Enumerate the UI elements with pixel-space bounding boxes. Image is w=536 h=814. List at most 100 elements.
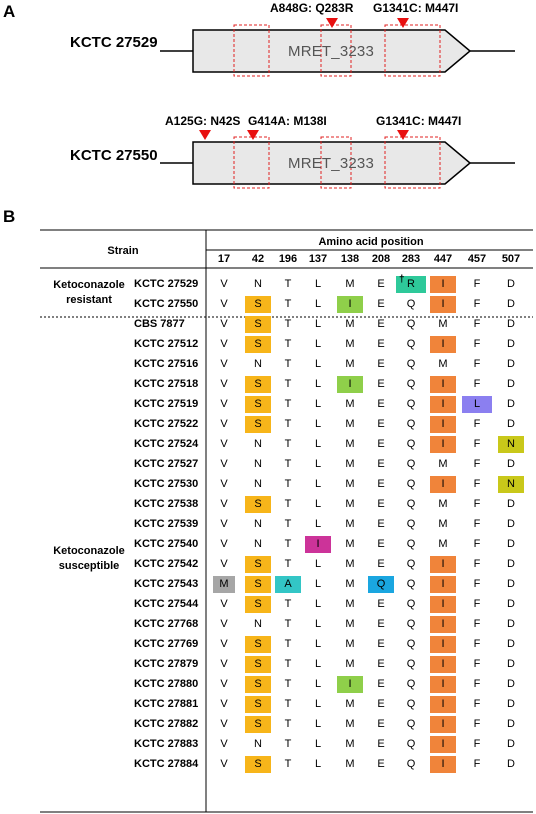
header-strain: Strain	[107, 245, 139, 257]
residue-cell: D	[507, 538, 515, 550]
residue-cell: D	[507, 458, 515, 470]
residue-cell: V	[220, 558, 228, 570]
strain-name: KCTC 27544	[134, 598, 199, 610]
residue-highlight	[245, 756, 271, 773]
group-label-resistant: Ketoconazole resistant	[53, 279, 125, 306]
residue-cell: L	[314, 498, 322, 510]
residue-cell: I	[348, 678, 352, 690]
residue-cell: Q	[376, 578, 386, 590]
header-amino-acid-position: Amino acid position	[318, 236, 424, 248]
residue-highlight	[245, 496, 271, 513]
residue-cell: F	[473, 598, 481, 610]
residue-cell: D	[507, 658, 515, 670]
strain-name: KCTC 27512	[134, 338, 199, 350]
residue-cell: V	[220, 698, 228, 710]
strain-name: KCTC 27550	[134, 298, 199, 310]
residue-cell: V	[220, 478, 228, 490]
residue-cell: E	[377, 358, 385, 370]
residue-cell: V	[220, 678, 228, 690]
panel-a-label: A	[3, 2, 16, 21]
dagger-mark: †	[399, 274, 405, 285]
residue-cell: I	[441, 618, 445, 630]
gene1-name: MRET_3233	[288, 43, 375, 60]
position-header: 42	[251, 253, 265, 265]
residue-highlight	[305, 536, 331, 553]
residue-cell: D	[507, 518, 515, 530]
strain-name: KCTC 27768	[134, 618, 199, 630]
residue-cell: L	[314, 298, 322, 310]
strain-name: KCTC 27524	[134, 438, 199, 450]
residue-cell: T	[284, 398, 292, 410]
residue-cell: D	[507, 578, 515, 590]
residue-cell: L	[314, 718, 322, 730]
residue-cell: Q	[406, 558, 416, 570]
strain-name: KCTC 27884	[134, 758, 199, 770]
residue-cell: S	[254, 638, 262, 650]
strain-name: KCTC 27527	[134, 458, 199, 470]
residue-cell: F	[473, 298, 481, 310]
residue-cell: V	[220, 538, 228, 550]
residue-cell: T	[284, 698, 292, 710]
gene1-strain-label: KCTC 27529	[70, 34, 158, 51]
strain-name: KCTC 27769	[134, 638, 199, 650]
residue-cell: I	[441, 738, 445, 750]
residue-highlight	[430, 696, 456, 713]
residue-cell: V	[220, 458, 228, 470]
residue-highlight	[245, 596, 271, 613]
residue-cell: T	[284, 718, 292, 730]
residue-cell: E	[377, 498, 385, 510]
residue-cell: M	[438, 318, 448, 330]
residue-cell: D	[507, 598, 515, 610]
residue-cell: F	[473, 358, 481, 370]
residue-cell: D	[507, 298, 515, 310]
residue-cell: L	[314, 518, 322, 530]
residue-highlight	[245, 556, 271, 573]
residue-cell: F	[473, 738, 481, 750]
residue-highlight	[245, 396, 271, 413]
residue-cell: Q	[406, 318, 416, 330]
residue-cell: E	[377, 418, 385, 430]
residue-cell: S	[254, 498, 262, 510]
gene1-mutation-2: G1341C: M447I	[373, 1, 459, 15]
residue-cell: V	[220, 378, 228, 390]
residue-cell: Q	[406, 598, 416, 610]
gene2-mutation-3: G1341C: M447I	[376, 114, 462, 128]
residue-highlight	[245, 656, 271, 673]
strain-name: KCTC 27522	[134, 418, 199, 430]
residue-cell: F	[473, 438, 481, 450]
residue-highlight	[245, 416, 271, 433]
residue-cell: F	[473, 718, 481, 730]
residue-cell: T	[284, 358, 292, 370]
position-header: 507	[501, 253, 521, 265]
residue-cell: N	[254, 538, 262, 550]
residue-highlight	[462, 396, 492, 413]
residue-cell: F	[473, 518, 481, 530]
residue-cell: M	[345, 478, 355, 490]
residue-cell: E	[377, 278, 385, 290]
residue-cell: F	[473, 338, 481, 350]
gene2-strain-label: KCTC 27550	[70, 147, 158, 164]
residue-highlight	[430, 396, 456, 413]
residue-cell: D	[507, 758, 515, 770]
residue-highlight	[245, 576, 271, 593]
residue-cell: M	[345, 518, 355, 530]
residue-cell: I	[441, 578, 445, 590]
strain-name: KCTC 27879	[134, 658, 199, 670]
residue-cell: N	[254, 358, 262, 370]
residue-cell: M	[345, 438, 355, 450]
residue-cell: Q	[406, 358, 416, 370]
residue-cell: Q	[406, 338, 416, 350]
gene2-mutation-1: A125G: N42S	[165, 114, 241, 128]
residue-cell: E	[377, 598, 385, 610]
residue-cell: F	[473, 458, 481, 470]
residue-cell: F	[473, 658, 481, 670]
residue-cell: T	[284, 318, 292, 330]
residue-cell: I	[441, 678, 445, 690]
residue-cell: V	[220, 498, 228, 510]
residue-cell: E	[377, 438, 385, 450]
gene1-mutation-1: A848G: Q283R	[270, 1, 354, 15]
residue-cell: E	[377, 678, 385, 690]
residue-cell: F	[473, 558, 481, 570]
residue-cell: L	[314, 318, 322, 330]
